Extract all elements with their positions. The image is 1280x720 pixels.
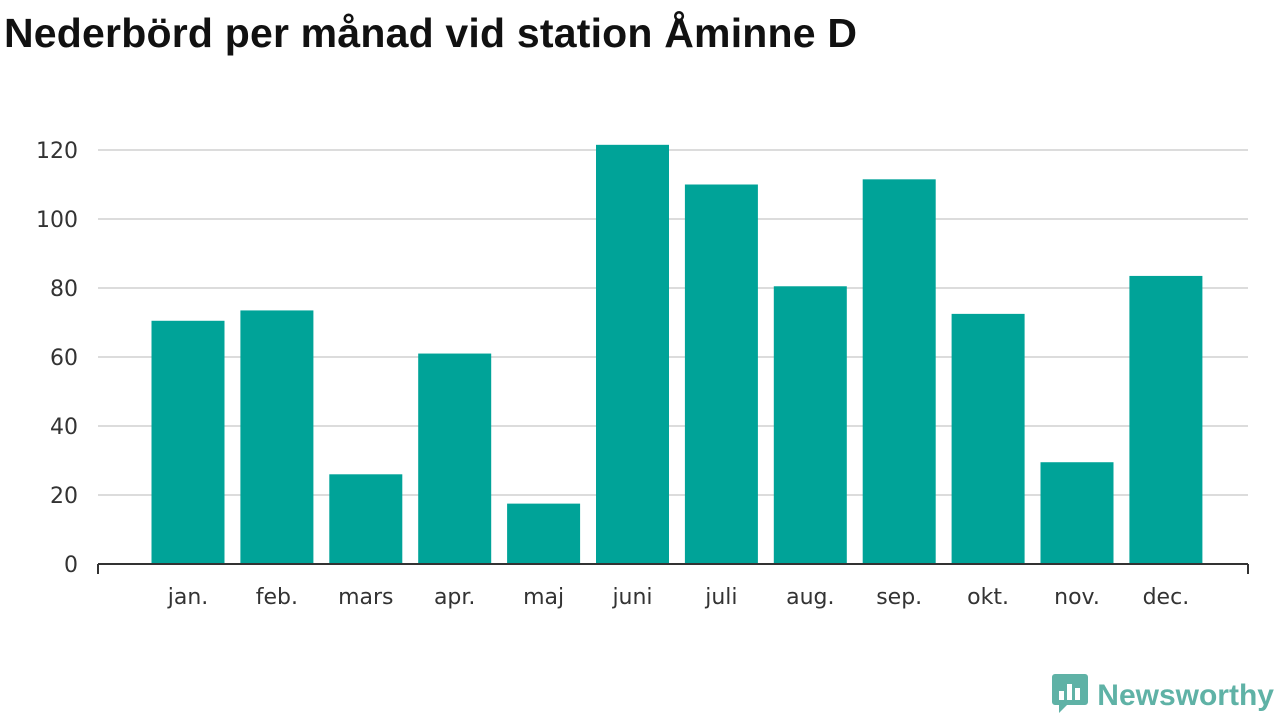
x-tick-label: maj <box>523 585 564 610</box>
x-tick-label: apr. <box>434 585 475 610</box>
x-tick-label: mars <box>338 585 393 610</box>
bars <box>151 144 1203 564</box>
bar-5 <box>596 144 669 564</box>
y-tick-label: 40 <box>50 415 78 440</box>
newsworthy-logo-icon <box>1051 672 1089 719</box>
y-axis-ticks: 0 20 40 60 80 100 120 <box>36 139 78 578</box>
bar-11 <box>1129 275 1203 564</box>
x-axis-labels: jan. feb. mars apr. maj juni juli aug. sep. okt. n… <box>167 585 1189 610</box>
y-tick-label: 120 <box>36 139 78 164</box>
x-tick-label: sep. <box>876 585 922 610</box>
x-tick-label: okt. <box>967 585 1009 610</box>
x-tick-label: juli <box>704 585 737 610</box>
x-tick-label: feb. <box>256 585 298 610</box>
x-tick-label: juni <box>611 585 652 610</box>
chart-title: Nederbörd per månad vid station Åminne D <box>4 10 858 56</box>
y-tick-label: 20 <box>50 484 78 509</box>
bar-8 <box>862 179 936 564</box>
bar-7 <box>773 286 847 564</box>
bar-3 <box>418 353 492 564</box>
y-tick-label: 80 <box>50 277 78 302</box>
y-tick-label: 60 <box>50 346 78 371</box>
x-axis <box>97 563 1249 574</box>
x-tick-label: nov. <box>1054 585 1100 610</box>
brand-logo: Newsworthy <box>1051 672 1274 719</box>
x-tick-label: jan. <box>167 585 209 610</box>
x-tick-label: dec. <box>1143 585 1190 610</box>
bar-6 <box>684 184 758 564</box>
brand-name: Newsworthy <box>1097 678 1274 712</box>
x-tick-label: aug. <box>786 585 834 610</box>
bar-9 <box>951 313 1025 564</box>
y-tick-label: 100 <box>36 208 78 233</box>
bar-4 <box>507 503 581 564</box>
bar-10 <box>1040 462 1114 564</box>
y-tick-label: 0 <box>64 553 78 578</box>
bar-1 <box>240 310 314 564</box>
bar-0 <box>151 320 225 564</box>
bar-2 <box>329 474 403 564</box>
